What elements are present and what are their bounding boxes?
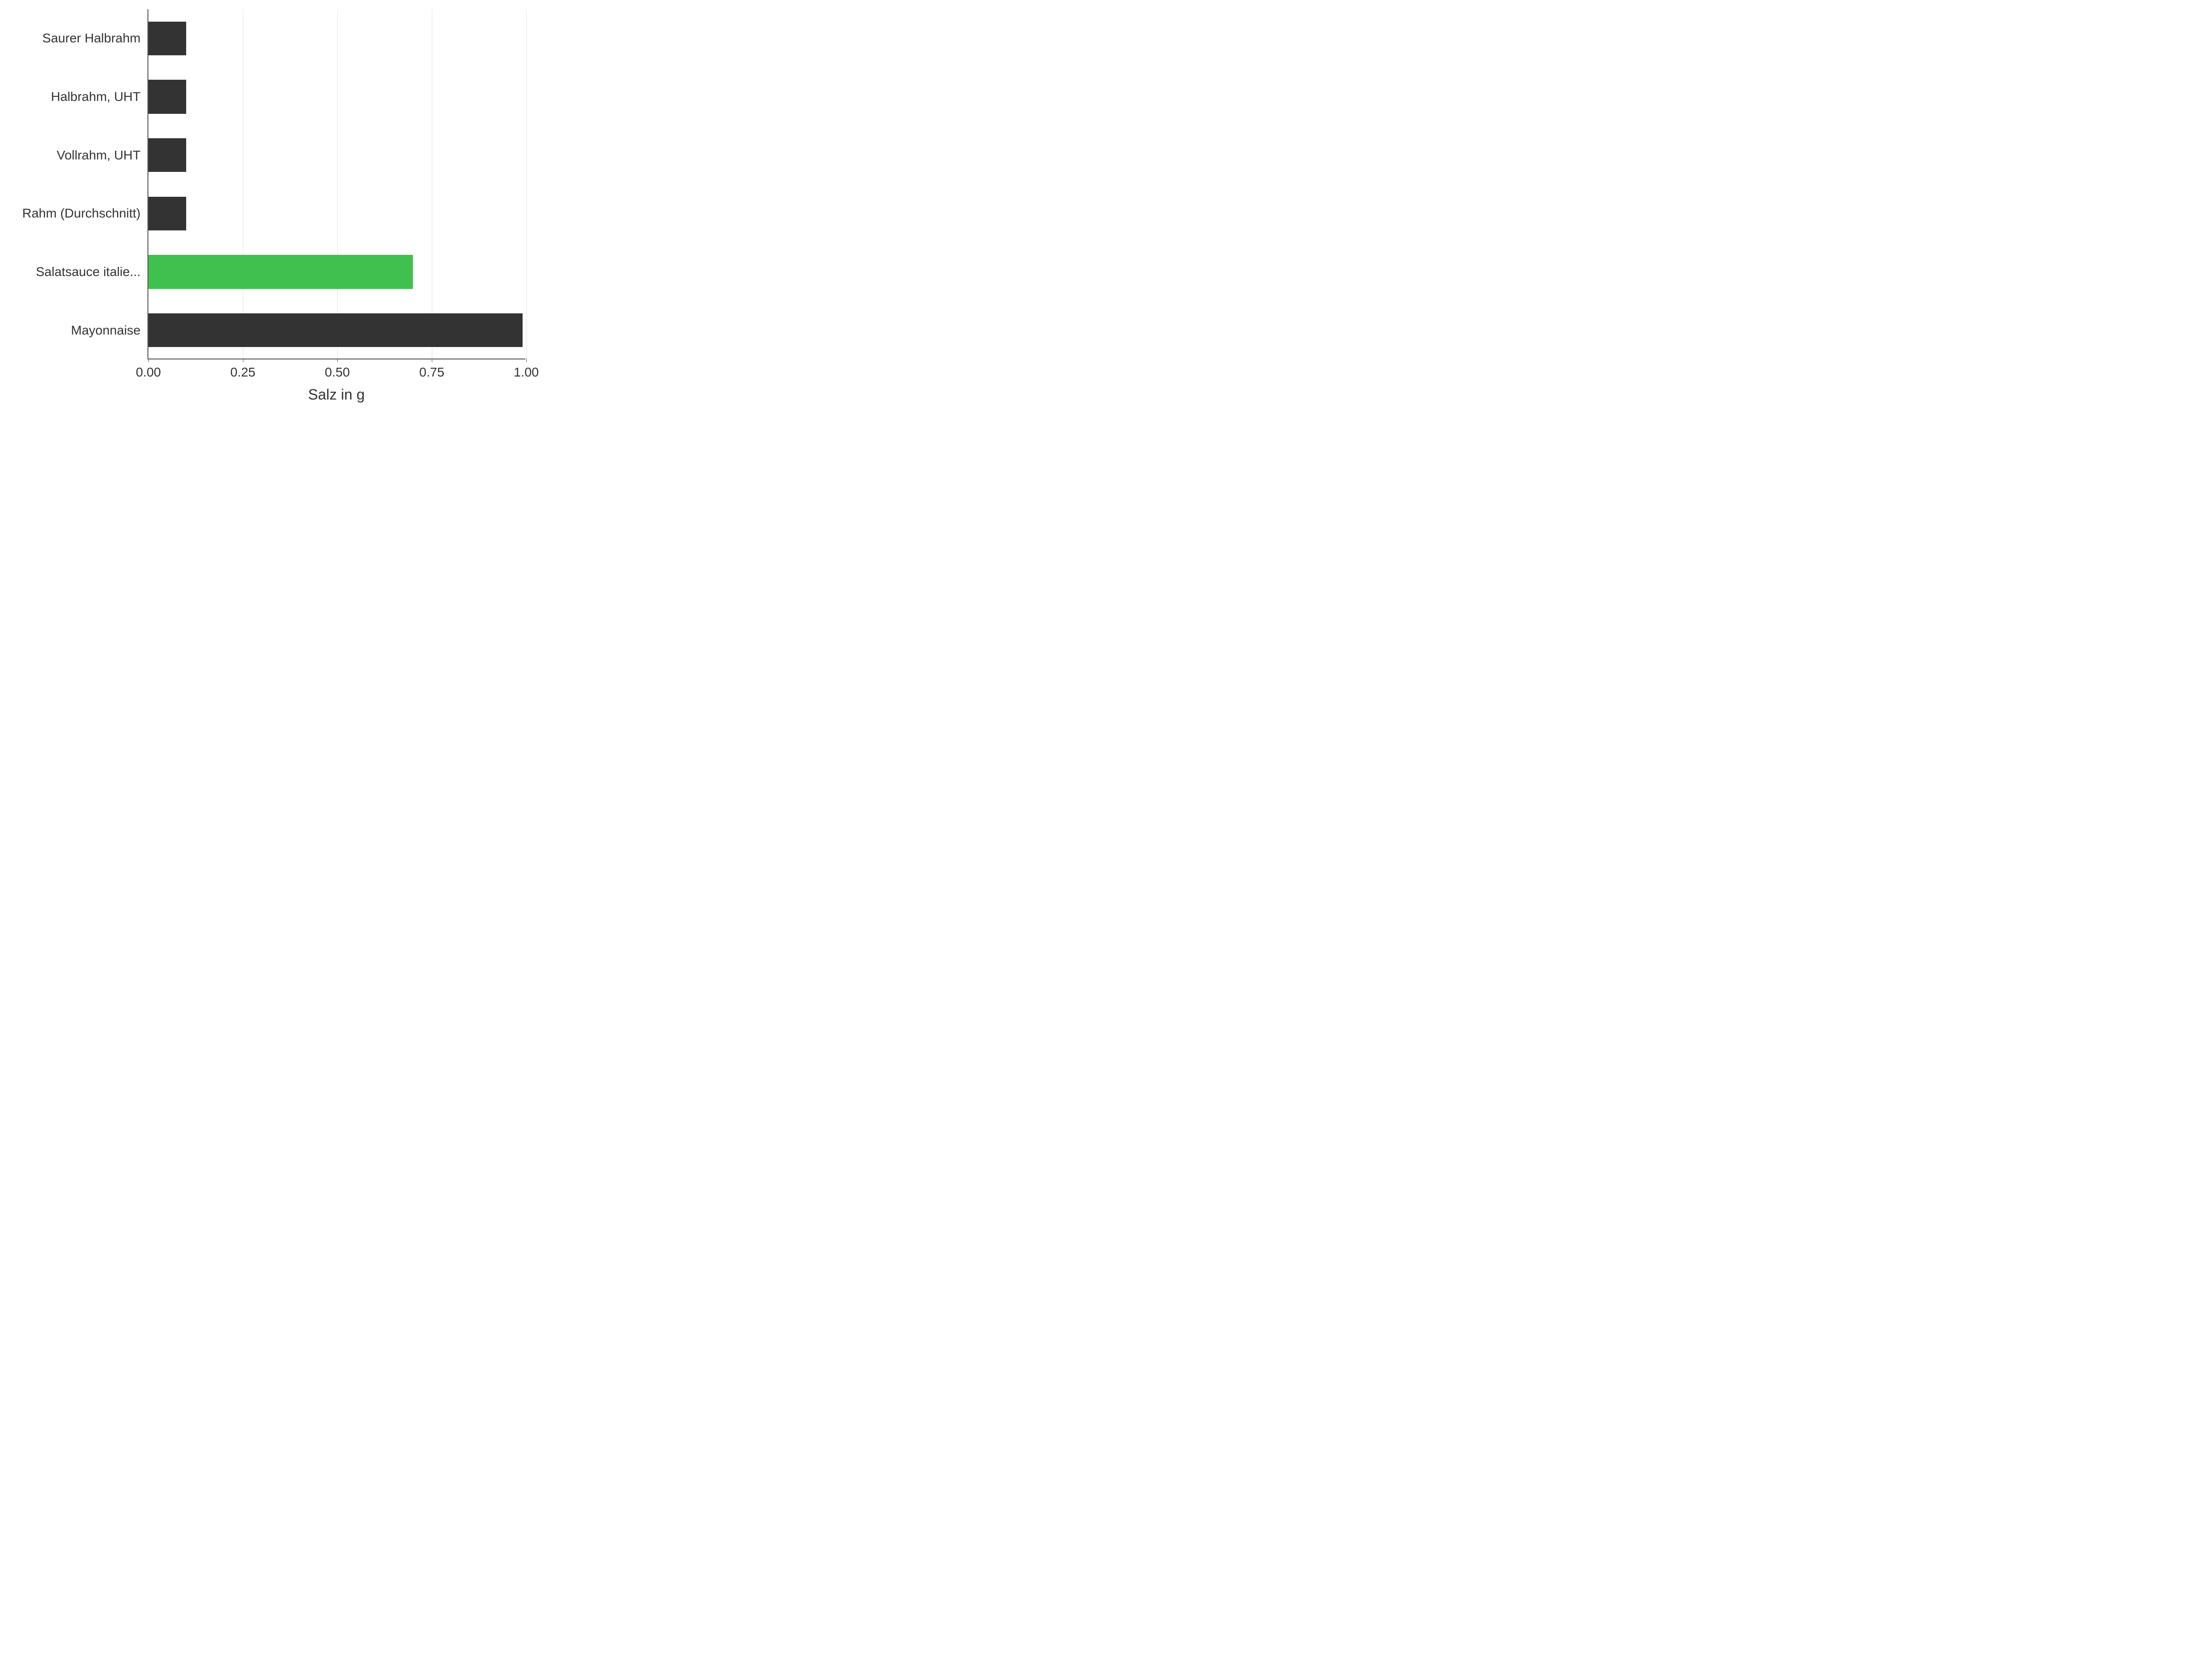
gridline	[526, 9, 527, 359]
bar	[148, 80, 186, 113]
gridline	[337, 9, 338, 359]
bar	[148, 22, 186, 55]
y-tick-label: Salatsauce italie...	[36, 265, 141, 279]
x-tick-label: 0.00	[136, 365, 161, 380]
salt-bar-chart: Saurer Halbrahm Halbrahm, UHT Vollrahm, UH…	[0, 0, 553, 415]
y-tick-label: Vollrahm, UHT	[57, 148, 141, 163]
plot-area: 0.000.250.500.751.00	[147, 9, 525, 359]
x-tick	[337, 359, 338, 362]
x-tick	[148, 359, 149, 362]
x-tick-label: 0.25	[230, 365, 256, 380]
x-tick	[526, 359, 527, 362]
x-tick-label: 0.50	[325, 365, 350, 380]
bar	[148, 255, 413, 288]
x-axis-title: Salz in g	[147, 386, 525, 403]
bar	[148, 197, 186, 230]
bar	[148, 138, 186, 172]
y-tick-label: Saurer Halbrahm	[42, 31, 141, 46]
y-tick-label: Mayonnaise	[71, 323, 141, 338]
y-tick-label: Rahm (Durchschnitt)	[22, 206, 141, 221]
y-tick-label: Halbrahm, UHT	[51, 89, 141, 104]
bar	[148, 313, 523, 347]
x-tick-label: 0.75	[419, 365, 445, 380]
x-tick-label: 1.00	[514, 365, 539, 380]
